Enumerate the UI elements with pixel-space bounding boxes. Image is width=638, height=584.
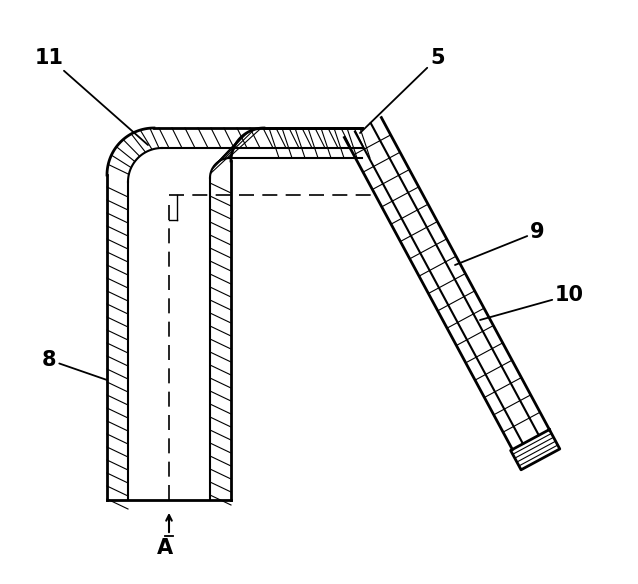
Text: 9: 9 bbox=[455, 222, 545, 265]
Text: 8: 8 bbox=[42, 350, 107, 380]
Text: 11: 11 bbox=[35, 48, 148, 145]
Text: 10: 10 bbox=[480, 285, 584, 320]
Text: 5: 5 bbox=[360, 48, 445, 133]
Text: A: A bbox=[157, 538, 173, 558]
